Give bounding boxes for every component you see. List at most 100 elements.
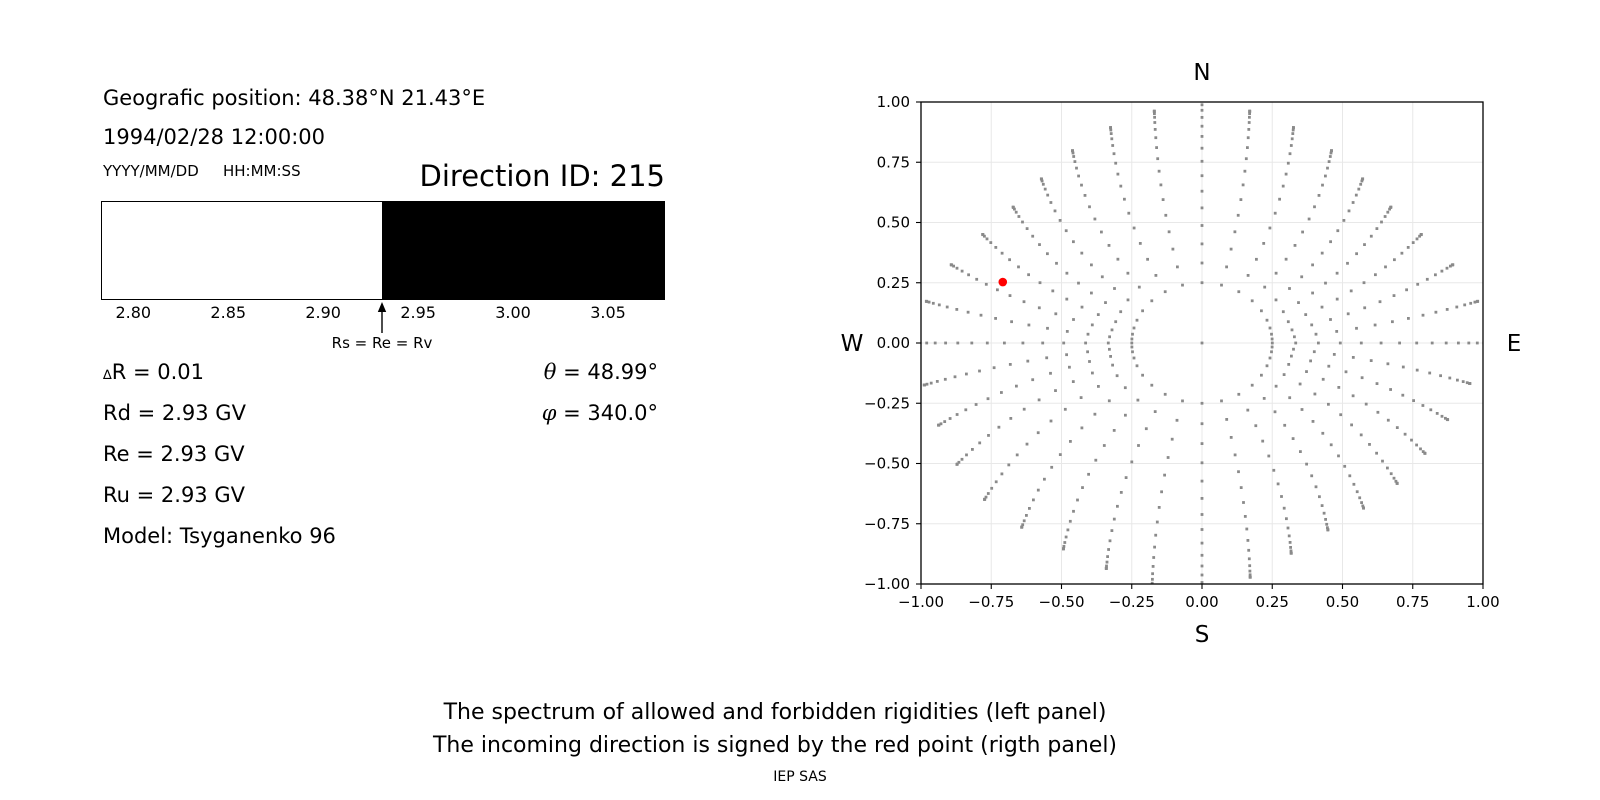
gray-dot (1040, 179, 1044, 183)
x-tick-label: −0.25 (1109, 593, 1155, 611)
gray-dot (1416, 282, 1420, 286)
gray-dot (1268, 226, 1272, 230)
gray-dot (1036, 488, 1040, 492)
gray-dot (1373, 323, 1377, 327)
gray-dot (949, 263, 953, 267)
y-tick-label: 1.00 (877, 93, 910, 111)
gray-dot (922, 383, 926, 387)
gray-dot (1116, 172, 1120, 176)
gray-dot (1300, 408, 1304, 411)
gray-dot (1200, 442, 1204, 445)
gray-dot (1301, 230, 1304, 234)
gray-dot (1273, 211, 1277, 215)
gray-dot (971, 448, 974, 451)
gray-dot (1046, 252, 1049, 256)
gray-dot (965, 453, 968, 457)
gray-dot (1352, 482, 1356, 486)
gray-dot (1083, 194, 1087, 197)
gray-dot (1200, 341, 1204, 345)
gray-dot (1358, 496, 1362, 500)
caption-line-2: The incoming direction is signed by the … (432, 733, 1118, 758)
gray-dot (984, 495, 988, 499)
gray-dot (925, 382, 929, 386)
gray-dot (1463, 303, 1467, 307)
gray-dot (1062, 341, 1066, 345)
gray-dot (1360, 376, 1364, 380)
gray-dot (1031, 234, 1035, 238)
gray-dot (931, 301, 935, 305)
gray-dot (1114, 320, 1118, 324)
gray-dot (1321, 431, 1325, 435)
gray-dot (986, 492, 990, 495)
gray-dot (1153, 410, 1157, 413)
gray-dot (1161, 198, 1165, 201)
gray-dot (1176, 265, 1179, 269)
gray-dot (1107, 244, 1111, 247)
gray-dot (1401, 393, 1405, 397)
gray-dot (1337, 386, 1341, 389)
gray-dot (1476, 299, 1480, 303)
gray-dot (1261, 439, 1265, 443)
gray-dot (1364, 402, 1368, 406)
gray-dot (1274, 384, 1278, 388)
gray-dot (1445, 266, 1449, 270)
gray-dot (1359, 433, 1363, 437)
gray-dot (1435, 412, 1439, 415)
gray-dot (1355, 252, 1358, 256)
gray-dot (1403, 432, 1407, 436)
gray-dot (1375, 451, 1378, 455)
gray-dot (1025, 514, 1028, 517)
gray-dot (1200, 528, 1204, 531)
geo-position-text: Geografic position: 48.38°N 21.43°E (103, 86, 486, 110)
x-tick-label: 0.00 (1185, 593, 1218, 611)
gray-dot (933, 341, 937, 345)
gray-dot (1378, 300, 1382, 304)
gray-dot (1137, 285, 1141, 289)
gray-dot (1418, 234, 1421, 238)
gray-dot (1311, 263, 1314, 267)
gray-dot (1362, 506, 1365, 510)
gray-dot (1039, 177, 1043, 181)
gray-dot (1363, 306, 1367, 310)
gray-dot (1267, 454, 1271, 458)
gray-dot (1151, 584, 1154, 587)
gray-dot (1415, 443, 1418, 447)
gray-dot (1305, 370, 1308, 373)
gray-dot (957, 460, 961, 464)
gray-dot (1154, 274, 1158, 277)
gray-dot (1237, 392, 1241, 396)
gray-dot (1327, 402, 1330, 406)
caption-line-1: The spectrum of allowed and forbidden ri… (443, 700, 1107, 725)
gray-dot (911, 342, 914, 345)
gray-dot (1037, 398, 1041, 402)
gray-dot (1115, 374, 1119, 378)
gray-dot (939, 422, 943, 426)
gray-dot (1248, 569, 1252, 573)
gray-dot (1200, 401, 1204, 405)
gray-dot (1200, 242, 1204, 246)
gray-dot (979, 313, 983, 317)
gray-dot (1050, 465, 1054, 469)
gray-dot (1220, 283, 1223, 287)
gray-dot (1090, 291, 1093, 295)
gray-dot (983, 498, 986, 501)
gray-dot (1093, 412, 1097, 416)
gray-dot (1130, 460, 1134, 464)
gray-dot (1200, 135, 1204, 138)
gray-dot (1171, 247, 1175, 251)
gray-dot (1112, 429, 1116, 432)
gray-dot (1153, 115, 1156, 119)
gray-dot (1322, 511, 1326, 515)
gray-dot (1305, 462, 1308, 466)
gray-dot (1097, 385, 1100, 388)
gray-dot (1410, 438, 1413, 442)
gray-dot (1406, 246, 1410, 249)
gray-dot (1440, 269, 1444, 273)
gray-dot (1326, 526, 1329, 530)
gray-dot (1246, 146, 1249, 149)
gray-dot (1344, 370, 1348, 374)
gray-dot (1439, 374, 1442, 378)
gray-dot (1395, 426, 1399, 429)
gray-dot (1288, 152, 1292, 156)
spectrum-tick-label: 2.80 (115, 303, 152, 322)
